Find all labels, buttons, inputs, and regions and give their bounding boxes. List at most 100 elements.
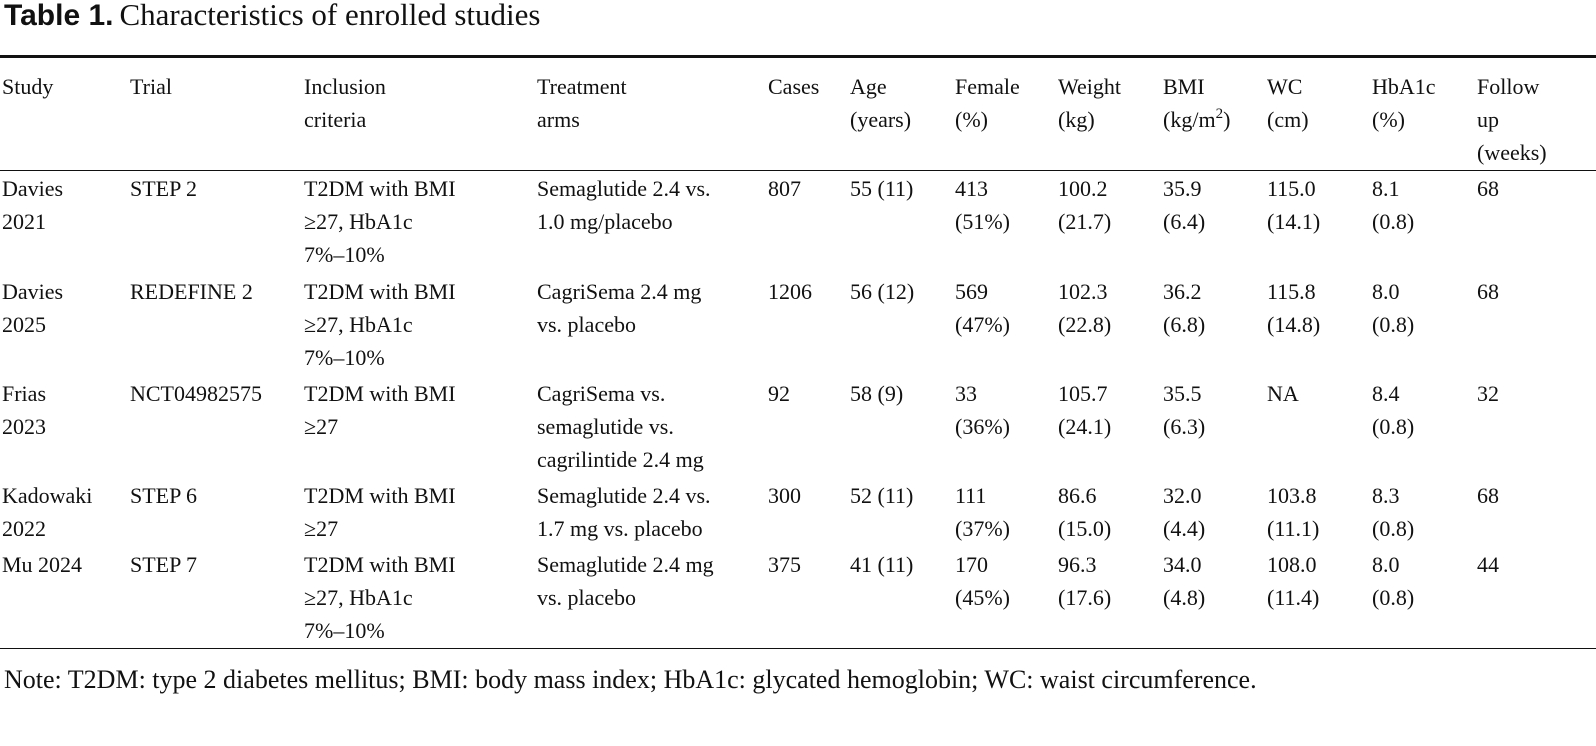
cell-weight: 100.2 (21.7): [1058, 172, 1111, 238]
cell-followup: 32: [1477, 377, 1499, 410]
cell-weight-line: 105.7: [1058, 381, 1108, 406]
cell-bmi-line: (4.8): [1163, 585, 1206, 610]
cell-weight-line: (22.8): [1058, 312, 1112, 337]
cell-wc-line: 115.8: [1267, 279, 1316, 304]
cell-treatment-line: Semaglutide 2.4 vs.: [537, 483, 711, 508]
cell-inclusion-line: T2DM with BMI: [304, 279, 456, 304]
cell-cases-line: 807: [768, 176, 801, 201]
cell-cases: 375: [768, 548, 801, 581]
bmi-unit-close: ): [1223, 107, 1231, 132]
cell-study-line: 2022: [2, 516, 46, 541]
cell-hba1c-line: (0.8): [1372, 312, 1415, 337]
header-followup-line: up: [1477, 107, 1499, 132]
cell-weight-line: 100.2: [1058, 176, 1108, 201]
cell-inclusion-line: ≥27: [304, 516, 339, 541]
header-cases-line: Cases: [768, 74, 820, 99]
cell-wc-line: 115.0: [1267, 176, 1316, 201]
cell-bmi-line: (6.8): [1163, 312, 1206, 337]
header-study: Study: [2, 70, 53, 103]
cell-treatment-line: semaglutide vs.: [537, 414, 674, 439]
cell-wc: 108.0 (11.4): [1267, 548, 1319, 614]
cell-age: 41 (11): [850, 548, 913, 581]
cell-weight: 105.7 (24.1): [1058, 377, 1111, 443]
cell-hba1c-line: (0.8): [1372, 209, 1415, 234]
cell-bmi-line: (4.4): [1163, 516, 1206, 541]
header-hba1c-line: (%): [1372, 107, 1405, 132]
cell-weight-line: (24.1): [1058, 414, 1112, 439]
cell-weight-line: 96.3: [1058, 552, 1097, 577]
cell-hba1c: 8.1 (0.8): [1372, 172, 1414, 238]
cell-female-line: (37%): [955, 516, 1010, 541]
cell-study: Davies 2021: [2, 172, 63, 238]
cell-female: 569 (47%): [955, 275, 1010, 341]
cell-bmi-line: (6.4): [1163, 209, 1206, 234]
header-trial: Trial: [130, 70, 172, 103]
cell-weight-line: 86.6: [1058, 483, 1097, 508]
cell-study-line: Mu 2024: [2, 552, 83, 577]
cell-hba1c-line: 8.1: [1372, 176, 1400, 201]
cell-inclusion-line: ≥27, HbA1c: [304, 209, 413, 234]
cell-age-line: 41 (11): [850, 552, 914, 577]
cell-bmi-line: 35.9: [1163, 176, 1202, 201]
cell-female: 413 (51%): [955, 172, 1010, 238]
cell-hba1c-line: (0.8): [1372, 414, 1415, 439]
table-footnote: Note: T2DM: type 2 diabetes mellitus; BM…: [4, 665, 1257, 694]
cell-weight: 102.3 (22.8): [1058, 275, 1111, 341]
cell-hba1c: 8.0 (0.8): [1372, 275, 1414, 341]
cell-treatment-line: vs. placebo: [537, 312, 636, 337]
cell-treatment: Semaglutide 2.4 vs. 1.0 mg/placebo: [537, 172, 711, 238]
cell-followup-line: 44: [1477, 552, 1499, 577]
header-followup-line: (weeks): [1477, 140, 1547, 165]
header-treatment-line: arms: [537, 107, 580, 132]
cell-wc: NA: [1267, 377, 1299, 410]
cell-study: Kadowaki 2022: [2, 479, 92, 545]
cell-followup-line: 32: [1477, 381, 1499, 406]
header-female-line: (%): [955, 107, 988, 132]
cell-inclusion: T2DM with BMI ≥27, HbA1c 7%–10%: [304, 172, 456, 271]
cell-age: 56 (12): [850, 275, 914, 308]
cell-bmi: 32.0 (4.4): [1163, 479, 1205, 545]
cell-trial: STEP 6: [130, 479, 197, 512]
cell-age-line: 55 (11): [850, 176, 914, 201]
cell-wc-line: (11.4): [1267, 585, 1320, 610]
cell-study: Davies 2025: [2, 275, 63, 341]
cell-study-line: Frias: [2, 381, 46, 406]
cell-hba1c: 8.0 (0.8): [1372, 548, 1414, 614]
cell-trial-line: STEP 7: [130, 552, 198, 577]
cell-hba1c-line: 8.0: [1372, 279, 1400, 304]
header-inclusion-line: criteria: [304, 107, 367, 132]
cell-age-line: 52 (11): [850, 483, 914, 508]
cell-hba1c-line: 8.4: [1372, 381, 1400, 406]
bmi-unit-exponent: 2: [1215, 106, 1224, 122]
header-weight-line: (kg): [1058, 107, 1095, 132]
cell-bmi-line: 32.0: [1163, 483, 1202, 508]
cell-treatment-line: CagriSema vs.: [537, 381, 666, 406]
cell-trial-line: STEP 6: [130, 483, 198, 508]
cell-bmi: 34.0 (4.8): [1163, 548, 1205, 614]
header-inclusion: Inclusion criteria: [304, 70, 386, 136]
cell-hba1c: 8.3 (0.8): [1372, 479, 1414, 545]
cell-inclusion-line: ≥27, HbA1c: [304, 312, 413, 337]
cell-inclusion: T2DM with BMI ≥27: [304, 377, 456, 443]
cell-weight-line: (15.0): [1058, 516, 1112, 541]
cell-female-line: (51%): [955, 209, 1010, 234]
cell-weight: 96.3 (17.6): [1058, 548, 1111, 614]
cell-study-line: Davies: [2, 176, 64, 201]
cell-inclusion-line: 7%–10%: [304, 345, 385, 370]
cell-hba1c-line: 8.0: [1372, 552, 1400, 577]
header-bmi-unit: (kg/m2): [1163, 103, 1230, 136]
cell-study: Mu 2024: [2, 548, 82, 581]
header-rule: [0, 170, 1596, 171]
header-treatment: Treatment arms: [537, 70, 627, 136]
cell-trial-line: REDEFINE 2: [130, 279, 253, 304]
cell-study-line: Kadowaki: [2, 483, 93, 508]
header-trial-line: Trial: [130, 74, 172, 99]
cell-study-line: 2025: [2, 312, 46, 337]
cell-age: 58 (9): [850, 377, 903, 410]
header-hba1c: HbA1c (%): [1372, 70, 1436, 136]
cell-cases-line: 300: [768, 483, 801, 508]
cell-cases-line: 375: [768, 552, 801, 577]
cell-female-line: 33: [955, 381, 977, 406]
cell-followup: 44: [1477, 548, 1499, 581]
cell-cases-line: 1206: [768, 279, 812, 304]
